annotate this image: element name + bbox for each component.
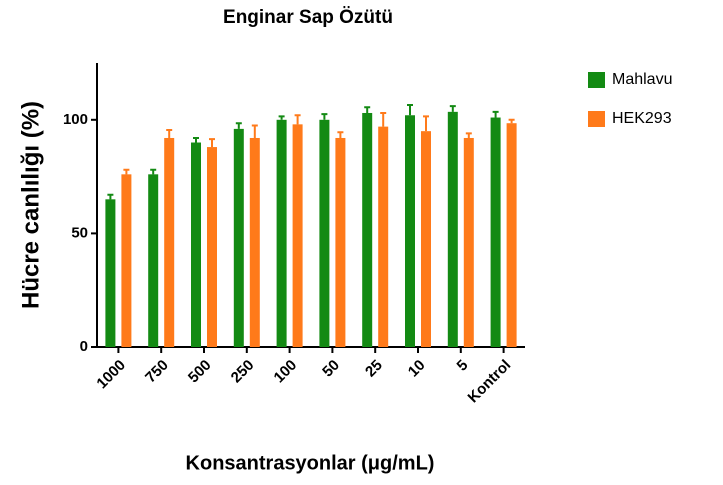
bar xyxy=(335,137,346,347)
error-bar xyxy=(337,131,344,138)
legend-swatch xyxy=(588,111,605,127)
bar xyxy=(319,119,330,347)
x-tick-label: 1000 xyxy=(93,357,129,393)
error-bar xyxy=(251,124,258,138)
bar xyxy=(207,147,217,347)
error-bar xyxy=(423,115,429,132)
y-axis-title: Hücre canlılığı (%) xyxy=(17,101,44,309)
error-bar xyxy=(209,138,215,148)
error-bar xyxy=(294,114,301,125)
bar xyxy=(447,111,458,348)
error-bar xyxy=(465,132,472,138)
error-bar xyxy=(380,111,387,127)
bar xyxy=(405,115,415,347)
bar xyxy=(164,137,175,347)
error-bar xyxy=(166,129,173,138)
bar xyxy=(463,137,474,347)
bar xyxy=(292,124,303,348)
x-tick-label: 100 xyxy=(271,357,301,387)
legend-label: HEK293 xyxy=(612,110,672,127)
x-tick-label: 250 xyxy=(228,357,258,387)
bar xyxy=(148,174,159,347)
error-bar xyxy=(508,118,515,124)
x-tick-label: Kontrol xyxy=(465,357,515,407)
bar xyxy=(362,112,373,347)
error-bar xyxy=(449,105,456,112)
error-bar xyxy=(321,113,328,120)
bar xyxy=(249,137,260,347)
x-tick-label: 5 xyxy=(454,357,472,375)
legend-swatch xyxy=(588,72,605,88)
x-tick-label: 750 xyxy=(142,357,172,387)
error-bar xyxy=(364,106,371,113)
error-bar xyxy=(150,168,157,175)
y-tick-label: 100 xyxy=(63,111,88,128)
bar xyxy=(490,117,501,347)
chart-title: Enginar Sap Özütü xyxy=(223,7,393,28)
x-tick-label: 25 xyxy=(362,357,386,381)
error-bar xyxy=(235,122,242,129)
bar xyxy=(378,126,389,347)
error-bar xyxy=(492,110,499,118)
bar xyxy=(191,142,201,347)
x-tick-label: 10 xyxy=(405,357,429,381)
y-tick-label: 0 xyxy=(80,338,88,355)
error-bar xyxy=(107,193,114,200)
error-bar xyxy=(193,136,199,143)
bar xyxy=(105,199,116,347)
legend-label: Mahlavu xyxy=(612,71,672,88)
error-bar xyxy=(407,104,413,116)
bar xyxy=(121,174,132,347)
x-tick-label: 50 xyxy=(319,357,343,381)
bar xyxy=(506,123,517,347)
bar xyxy=(276,119,287,347)
x-axis-title: Konsantrasyonlar (μg/mL) xyxy=(186,452,435,474)
y-tick-label: 50 xyxy=(71,224,88,241)
bar xyxy=(233,128,244,347)
x-tick-label: 500 xyxy=(185,357,215,387)
bar xyxy=(421,131,431,347)
error-bar xyxy=(278,115,285,120)
error-bar xyxy=(123,168,130,175)
